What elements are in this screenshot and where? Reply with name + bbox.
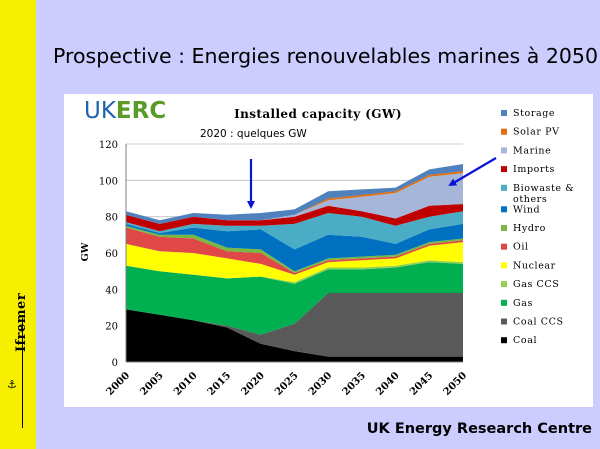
- logo-glyph-icon: ⚓: [7, 378, 17, 391]
- x-tick-6: 2030: [307, 370, 334, 397]
- legend-swatch-11: [501, 318, 507, 325]
- area-coal-ccs: [126, 293, 463, 357]
- x-tick-8: 2040: [374, 370, 401, 397]
- legend-swatch-7: [501, 243, 507, 250]
- x-tick-5: 2025: [273, 370, 300, 397]
- area-biowaste-others: [126, 211, 463, 250]
- chart-svg: UKERC Installed capacity (GW) 2020 : que…: [80, 98, 574, 398]
- area-marine: [126, 173, 463, 224]
- svg-text:UKERC: UKERC: [84, 98, 166, 124]
- legend-swatch-0: [501, 110, 507, 116]
- annotation-arrows: [247, 157, 497, 209]
- legend-label-7: Oil: [513, 242, 529, 253]
- x-tick-1: 2005: [138, 370, 165, 397]
- y-tick-0: 0: [112, 358, 118, 369]
- area-storage: [126, 164, 463, 224]
- legend-label-4: Biowaste &: [513, 183, 574, 194]
- x-tick-2: 2010: [172, 370, 199, 397]
- area-nuclear: [126, 242, 463, 283]
- x-tick-3: 2015: [206, 370, 233, 397]
- brand-prefix: UK: [84, 98, 117, 124]
- x-tick-labels: 2000 2005 2010 2015 2020 2025 2030 2035 2040 2045…: [105, 370, 469, 397]
- legend-label-4-cont: others: [513, 194, 547, 205]
- y-axis-label: GW: [80, 242, 91, 261]
- brand-suffix: ERC: [116, 98, 166, 124]
- area-imports: [126, 204, 463, 232]
- legend-swatch-1: [501, 128, 507, 135]
- y-tick-2: 40: [105, 285, 118, 296]
- legend: Storage Solar PV Marine Imports Biowaste &ot…: [501, 108, 574, 346]
- legend-label-11: Coal CCS: [513, 317, 564, 328]
- chart-title: Installed capacity (GW): [234, 107, 402, 121]
- legend-swatch-9: [501, 281, 507, 288]
- legend-label-3: Imports: [513, 164, 555, 175]
- stacked-areas: [126, 164, 463, 362]
- sidebar-bar: [0, 0, 36, 449]
- legend-swatch-4: [501, 184, 507, 191]
- y-tick-5: 100: [99, 176, 118, 187]
- legend-swatch-3: [501, 166, 507, 173]
- legend-label-10: Gas: [513, 298, 533, 309]
- slide-title: Prospective : Energies renouvelables mar…: [53, 44, 599, 68]
- area-wind: [126, 223, 463, 272]
- legend-label-6: Hydro: [513, 223, 546, 234]
- legend-label-0: Storage: [513, 108, 555, 119]
- y-tick-4: 80: [105, 213, 118, 224]
- annotation-2020: 2020 : quelques GW: [200, 128, 307, 140]
- logo-rule: [22, 318, 23, 428]
- area-coal: [126, 309, 463, 362]
- legend-label-9: Gas CCS: [513, 279, 559, 290]
- legend-label-1: Solar PV: [513, 127, 560, 138]
- y-tick-6: 120: [99, 140, 118, 151]
- ukerc-brand: UKERC: [84, 98, 166, 124]
- legend-label-12: Coal: [513, 335, 537, 346]
- x-tick-4: 2020: [239, 370, 266, 397]
- y-tick-1: 20: [105, 322, 118, 333]
- area-solar-pv: [126, 171, 463, 224]
- legend-label-2: Marine: [513, 145, 551, 156]
- chart-panel: UKERC Installed capacity (GW) 2020 : que…: [64, 94, 593, 407]
- legend-swatch-12: [501, 337, 507, 344]
- legend-swatch-5: [501, 206, 507, 213]
- legend-swatch-2: [501, 147, 507, 154]
- arrow-marine: [448, 157, 497, 187]
- legend-swatch-8: [501, 262, 507, 269]
- ifremer-logo: Ifremer: [14, 292, 29, 352]
- legend-label-8: Nuclear: [513, 260, 556, 271]
- x-tick-0: 2000: [105, 370, 132, 397]
- x-tick-10: 2050: [442, 370, 469, 397]
- x-tick-7: 2035: [341, 370, 368, 397]
- y-tick-labels: 0 20 40 60 80 100 120: [99, 140, 118, 369]
- footer-credit: UK Energy Research Centre: [366, 421, 592, 437]
- legend-swatch-6: [501, 225, 507, 232]
- legend-label-5: Wind: [513, 204, 540, 215]
- area-gas: [126, 262, 463, 335]
- legend-swatch-10: [501, 299, 507, 306]
- y-tick-3: 60: [105, 249, 118, 260]
- area-oil: [126, 227, 463, 275]
- axes: [125, 144, 463, 363]
- x-tick-9: 2045: [408, 370, 435, 397]
